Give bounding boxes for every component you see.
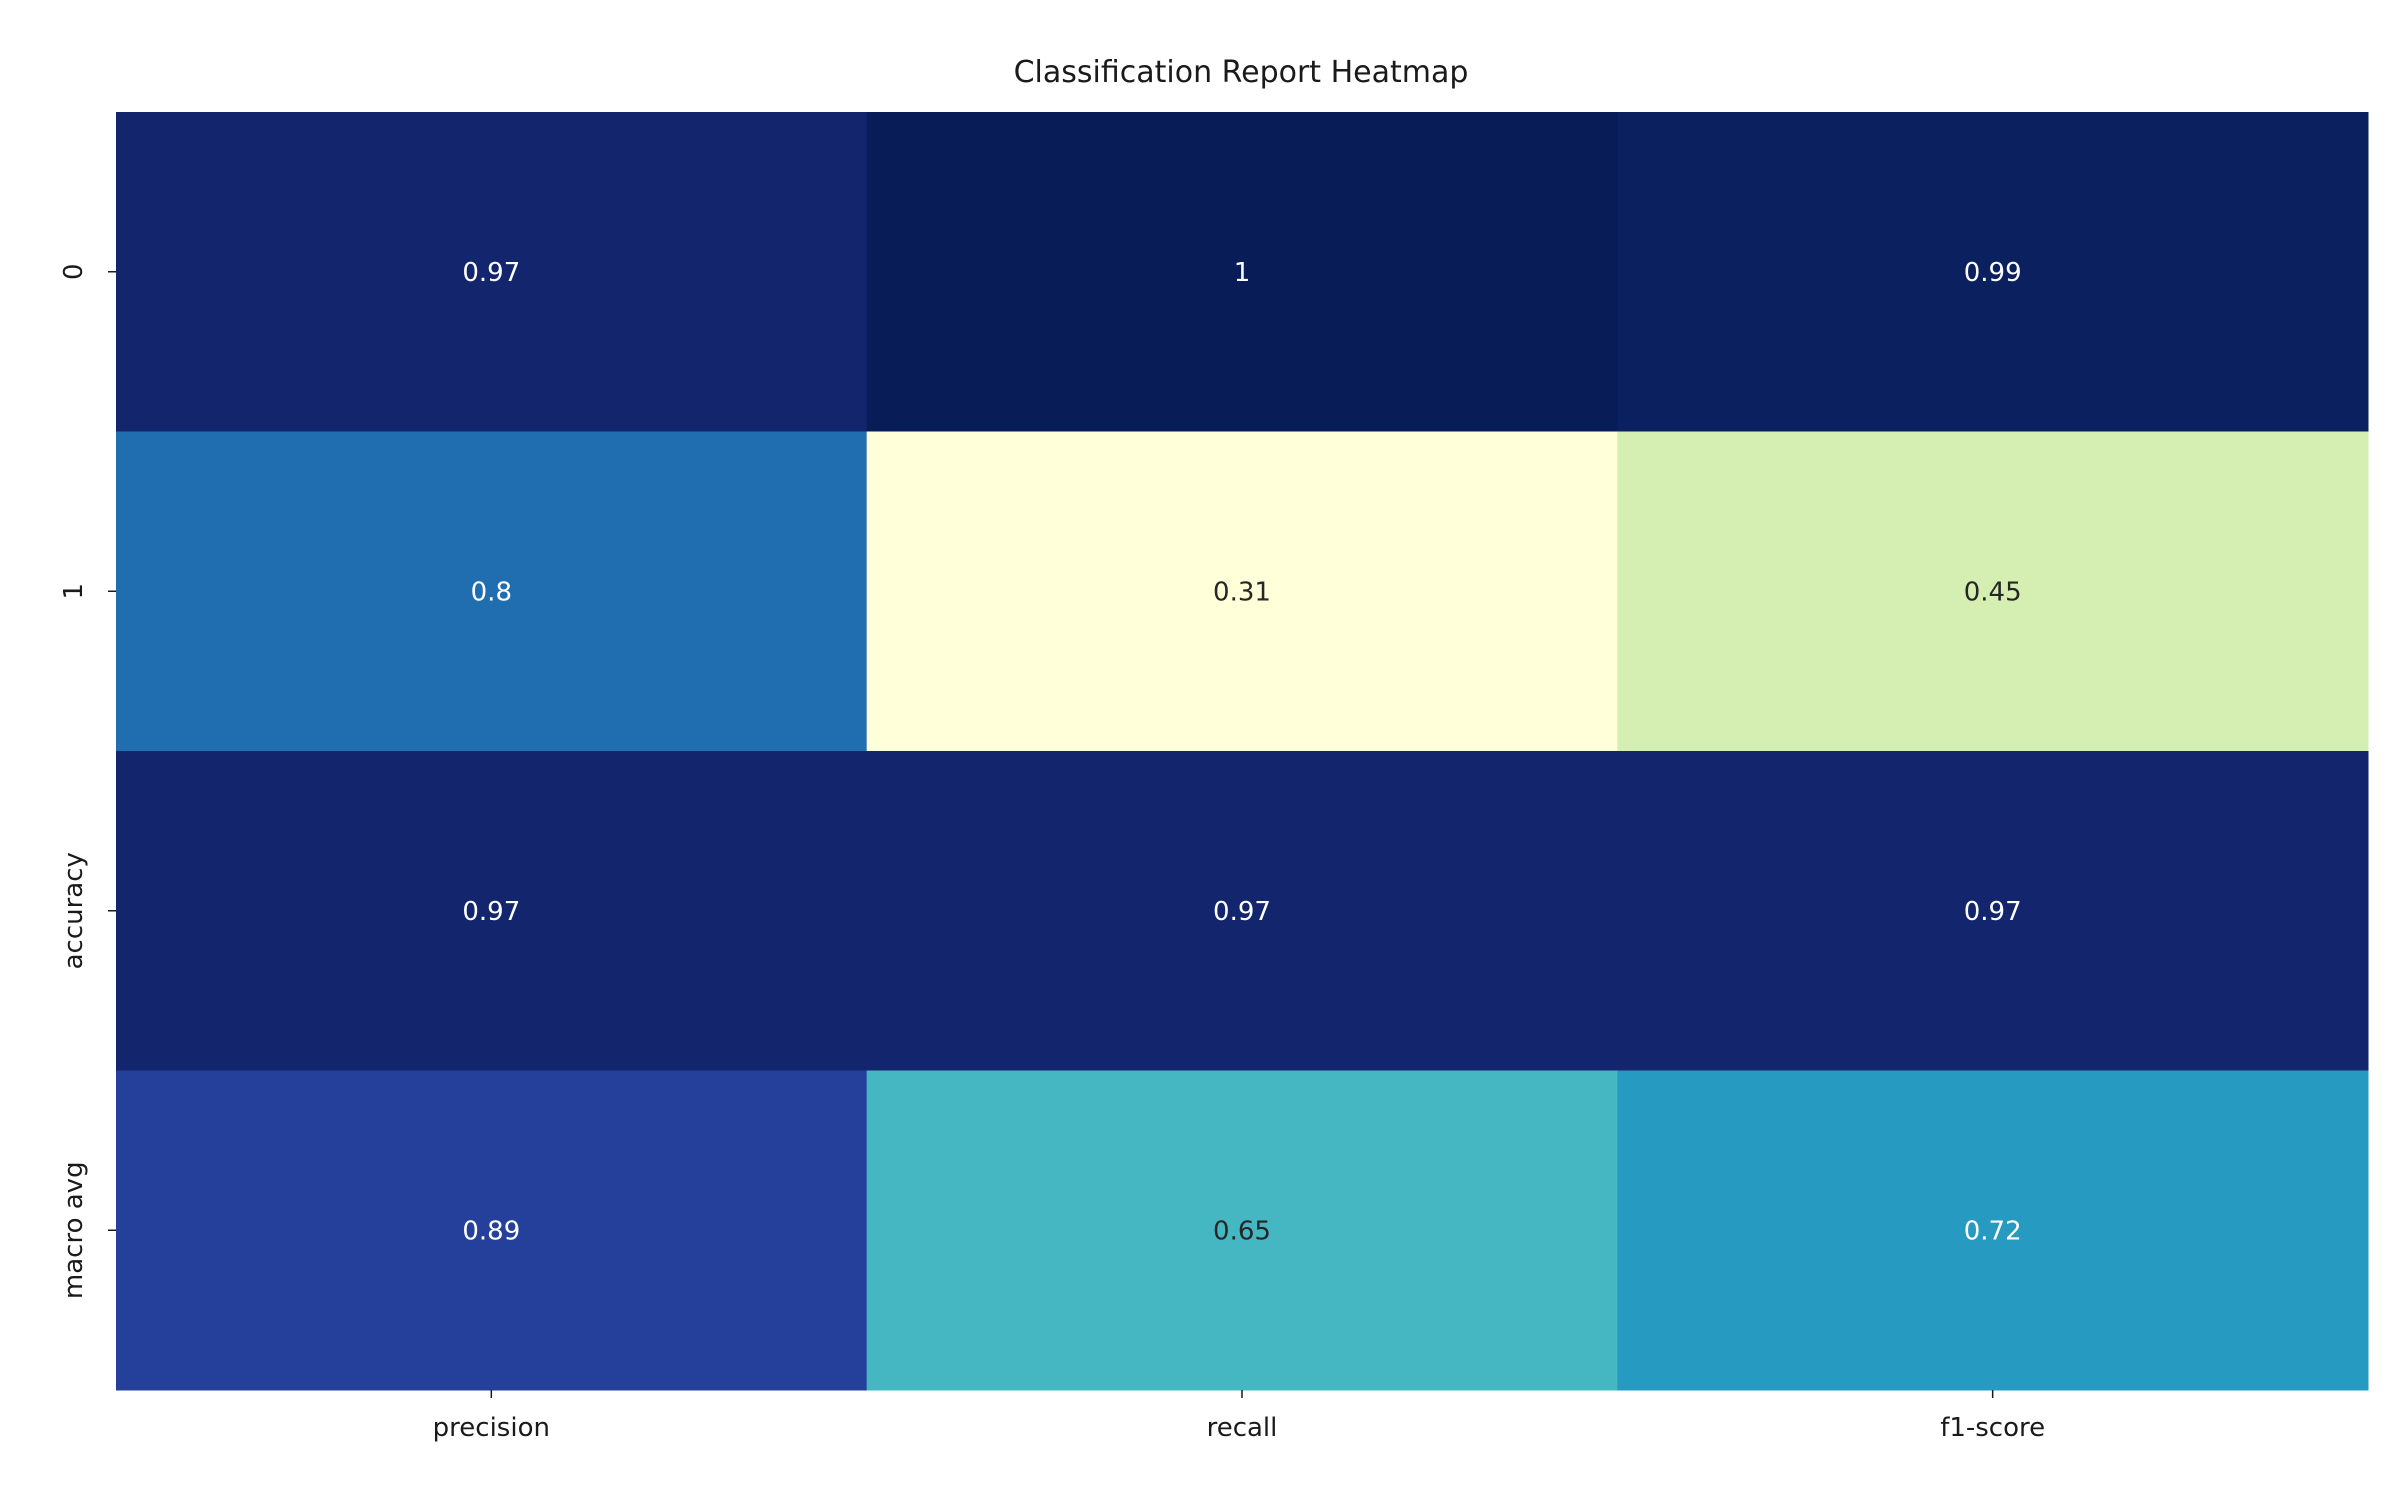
cell-value-label: 0.99	[1964, 258, 2022, 288]
y-tick-label: macro avg	[59, 1161, 89, 1299]
heatmap-cell	[866, 751, 1618, 1071]
heatmap-cell	[866, 1070, 1618, 1391]
cell-value-label: 0.72	[1964, 1216, 2022, 1246]
heatmap-value-labels: 0.97 1 0.99 0.8 0.31 0.45 0.97 0.97 0.97 0.89 0.65…	[462, 258, 2021, 1247]
cell-value-label: 0.97	[462, 897, 520, 927]
x-axis: precision recall f1-score	[433, 1390, 2045, 1443]
y-tick-label: accuracy	[59, 852, 89, 969]
heatmap-cell	[1617, 112, 2369, 432]
cell-value-label: 0.97	[462, 258, 520, 288]
y-tick-label: 1	[59, 583, 89, 600]
y-axis: 0 1 accuracy macro avg	[59, 263, 116, 1299]
chart-title: Classification Report Heatmap	[1014, 55, 1469, 90]
heatmap-cell	[116, 431, 868, 752]
heatmap-cell	[866, 112, 1618, 432]
heatmap-cell	[116, 751, 868, 1071]
cell-value-label: 0.89	[462, 1216, 520, 1246]
cell-value-label: 0.97	[1213, 897, 1271, 927]
heatmap-cell	[1617, 1070, 2369, 1391]
x-tick-label: f1-score	[1940, 1413, 2045, 1443]
x-tick-label: recall	[1207, 1413, 1278, 1443]
heatmap-cells	[116, 112, 2369, 1391]
heatmap-cell	[1617, 751, 2369, 1071]
cell-value-label: 0.45	[1964, 577, 2022, 607]
cell-value-label: 0.8	[471, 577, 512, 607]
x-tick-label: precision	[433, 1413, 550, 1443]
cell-value-label: 0.97	[1964, 897, 2022, 927]
heatmap-cell	[116, 1070, 868, 1391]
heatmap-cell	[1617, 431, 2369, 752]
cell-value-label: 0.65	[1213, 1216, 1271, 1246]
cell-value-label: 0.31	[1213, 577, 1271, 607]
heatmap-cell	[866, 431, 1618, 752]
cell-value-label: 1	[1234, 258, 1251, 288]
y-tick-label: 0	[59, 263, 89, 280]
heatmap-cell	[116, 112, 868, 432]
